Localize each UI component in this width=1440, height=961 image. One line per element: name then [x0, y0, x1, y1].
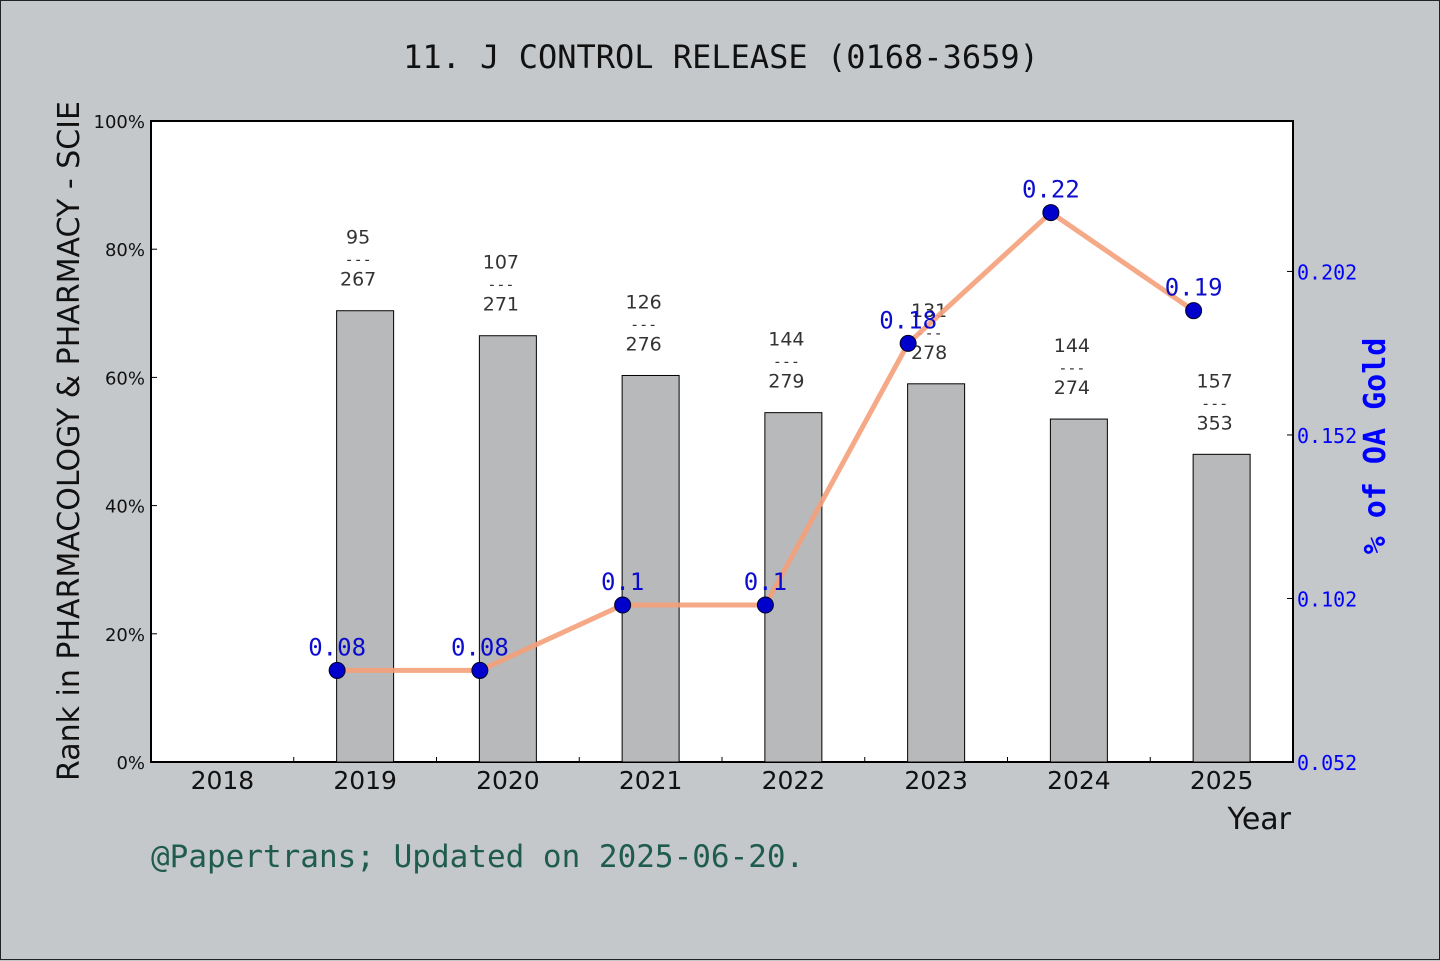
x-tick-label: 2018	[191, 766, 255, 795]
plot-area	[150, 120, 1294, 763]
x-tick-label: 2023	[904, 766, 968, 795]
bar-rank-label: 144	[768, 329, 804, 351]
left-axis-ticks: 0% 20% 40% 60% 80% 100%	[94, 112, 157, 774]
bar-2020	[478, 335, 537, 763]
x-tick-label: 2025	[1190, 766, 1254, 795]
bar-rank-label: 95	[346, 227, 370, 249]
oa-gold-value-label: 0.08	[451, 633, 509, 661]
left-tick-label: 60%	[105, 368, 145, 389]
y-axis-label-left: Rank in PHARMACOLOGY & PHARMACY - SCIE	[52, 101, 87, 781]
left-tick-label: 0%	[116, 753, 145, 774]
right-tick-label: 0.202	[1297, 260, 1357, 284]
oa-gold-value-label: 0.19	[1165, 274, 1223, 302]
x-tick-label: 2019	[333, 766, 397, 795]
x-tick-label: 2022	[762, 766, 826, 795]
y-axis-label-right: % of OA Gold	[1358, 338, 1393, 555]
bar-2024	[1049, 418, 1108, 763]
bar-separator: ---	[487, 276, 514, 294]
right-axis-ticks: 0.052 0.102 0.152 0.202	[1287, 260, 1357, 775]
oa-gold-value-label: 0.1	[601, 568, 644, 596]
left-tick-label: 80%	[105, 240, 145, 261]
bar-rank-label: 107	[483, 252, 519, 274]
bar-separator: ---	[1058, 359, 1085, 377]
oa-gold-line-layer: 0.08 0.08 0.1 0.1 0.18 0.22 0.19	[308, 176, 1223, 679]
x-axis-ticks: 2018 2019 2020 2021 2022 2023 2024 2025	[191, 757, 1254, 795]
oa-gold-value-label: 0.1	[744, 568, 787, 596]
left-tick-label: 100%	[94, 112, 145, 133]
left-tick-label: 20%	[105, 625, 145, 646]
bar-rank-label: 157	[1196, 370, 1232, 392]
left-tick-label: 40%	[105, 497, 145, 518]
x-tick-label: 2024	[1047, 766, 1111, 795]
oa-gold-value-label: 0.18	[879, 306, 937, 334]
bar-total-label: 353	[1196, 412, 1232, 434]
bar-rank-label: 126	[625, 291, 661, 313]
x-tick-label: 2021	[619, 766, 683, 795]
oa-gold-point-2020	[471, 661, 489, 679]
bar-2021	[621, 374, 680, 763]
footer-credit: @Papertrans; Updated on 2025-06-20.	[151, 839, 804, 875]
bar-total-label: 278	[911, 342, 947, 364]
bar-total-label: 279	[768, 371, 804, 393]
x-axis-label: Year	[1226, 802, 1291, 837]
right-tick-label: 0.052	[1297, 751, 1357, 775]
right-tick-label: 0.152	[1297, 424, 1357, 448]
oa-gold-point-2021	[614, 596, 632, 614]
bar-total-label: 267	[340, 269, 376, 291]
oa-gold-point-2025	[1185, 302, 1203, 320]
bar-separator: ---	[773, 353, 800, 371]
x-tick-label: 2020	[476, 766, 540, 795]
oa-gold-point-2019	[328, 661, 346, 679]
bar-separator: ---	[345, 251, 372, 269]
oa-gold-value-label: 0.08	[308, 633, 366, 661]
oa-gold-value-label: 0.22	[1022, 176, 1080, 204]
right-tick-label: 0.102	[1297, 587, 1357, 611]
chart-title: 11. J CONTROL RELEASE (0168-3659)	[403, 38, 1039, 76]
bar-separator: ---	[1201, 394, 1228, 412]
oa-gold-point-2022	[756, 596, 774, 614]
bar-total-label: 274	[1054, 377, 1090, 399]
bar-2019	[336, 310, 395, 763]
bar-total-label: 271	[483, 294, 519, 316]
oa-gold-point-2024	[1042, 204, 1060, 222]
bar-2023	[907, 383, 966, 763]
bar-separator: ---	[630, 315, 657, 333]
oa-gold-point-2023	[899, 334, 917, 352]
bar-2025	[1192, 453, 1251, 763]
bar-rank-label: 144	[1054, 335, 1090, 357]
bar-total-label: 276	[625, 333, 661, 355]
